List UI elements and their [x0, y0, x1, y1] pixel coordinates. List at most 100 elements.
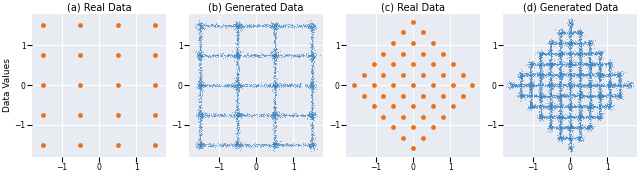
Point: [581, 63, 591, 66]
Point: [541, 54, 552, 57]
Point: [584, 52, 594, 54]
Point: [565, 125, 575, 128]
Point: [567, 43, 577, 46]
Point: [308, 123, 318, 125]
Point: [563, 21, 573, 24]
Point: [585, 64, 595, 67]
Point: [563, 42, 573, 45]
Point: [593, 64, 603, 67]
Point: [607, 73, 617, 76]
Point: [550, 94, 561, 97]
Point: [579, 74, 589, 77]
Point: [579, 52, 589, 55]
Point: [566, 31, 576, 34]
Point: [581, 63, 591, 66]
Point: [556, 29, 566, 32]
Point: [193, 24, 203, 27]
Point: [591, 116, 601, 119]
Point: [269, 27, 280, 30]
Point: [555, 61, 565, 64]
Point: [308, 113, 318, 116]
Point: [525, 95, 536, 98]
Point: [576, 136, 586, 139]
Point: [576, 45, 586, 47]
Point: [558, 51, 568, 54]
Point: [578, 30, 588, 33]
Point: [555, 116, 565, 119]
Point: [536, 54, 546, 57]
Point: [226, 112, 236, 115]
Point: [306, 53, 316, 56]
Point: [524, 91, 534, 94]
Point: [218, 112, 228, 115]
Point: [268, 113, 278, 116]
Point: [565, 29, 575, 32]
Point: [523, 106, 533, 109]
Point: [555, 52, 565, 54]
Point: [269, 71, 280, 74]
Point: [585, 79, 595, 82]
Point: [292, 54, 303, 57]
Point: [232, 54, 242, 57]
Point: [214, 84, 224, 87]
Point: [553, 138, 563, 141]
Point: [596, 52, 607, 54]
Point: [594, 106, 604, 109]
Point: [269, 71, 279, 74]
Point: [527, 82, 537, 85]
Point: [306, 36, 316, 38]
Point: [208, 82, 218, 85]
Point: [556, 63, 566, 66]
Point: [612, 93, 623, 96]
Point: [612, 93, 622, 96]
Point: [591, 52, 602, 55]
Point: [575, 75, 585, 77]
Point: [541, 63, 551, 66]
Point: [307, 21, 317, 24]
Point: [251, 85, 261, 88]
Point: [269, 85, 280, 88]
Point: [519, 84, 529, 87]
Point: [606, 100, 616, 103]
Point: [588, 125, 598, 128]
Point: [271, 83, 281, 86]
Point: [536, 62, 546, 65]
Point: [565, 42, 575, 45]
Point: [604, 86, 614, 89]
Point: [573, 53, 584, 56]
Point: [196, 83, 207, 86]
Point: [616, 97, 626, 100]
Point: [583, 77, 593, 80]
Point: [596, 67, 606, 70]
Point: [534, 83, 545, 86]
Point: [566, 54, 576, 57]
Point: [554, 114, 564, 117]
Point: [584, 115, 594, 118]
Point: [539, 73, 549, 76]
Point: [306, 139, 316, 142]
Point: [566, 135, 577, 137]
Point: [556, 132, 566, 135]
Point: [538, 61, 548, 64]
Point: [282, 24, 292, 27]
Point: [575, 71, 586, 74]
Point: [578, 73, 588, 76]
Point: [604, 61, 614, 64]
Point: [564, 121, 575, 124]
Point: [577, 115, 588, 118]
Point: [269, 134, 280, 137]
Point: [536, 95, 547, 98]
Point: [575, 102, 586, 105]
Point: [574, 79, 584, 82]
Point: [574, 106, 584, 109]
Point: [547, 64, 557, 67]
Point: [581, 64, 591, 67]
Point: [550, 62, 561, 65]
Point: [595, 79, 605, 82]
Point: [295, 54, 305, 57]
Point: [268, 31, 278, 34]
Point: [438, 52, 448, 55]
Point: [586, 63, 596, 66]
Point: [304, 144, 314, 146]
Point: [564, 65, 575, 68]
